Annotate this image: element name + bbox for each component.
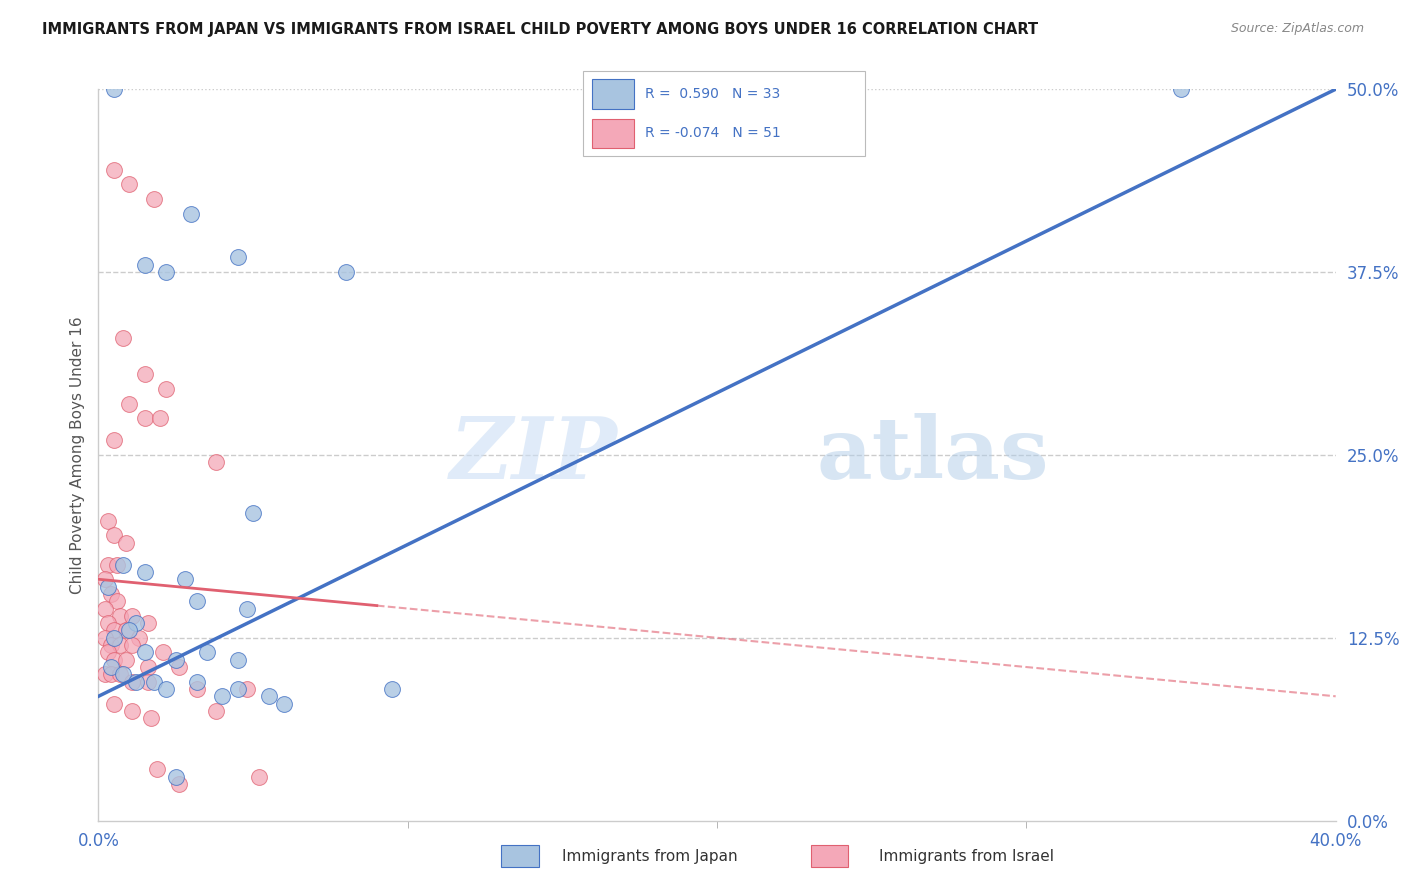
- Point: [155, 265, 177, 279]
- Point: [93, 667, 115, 681]
- Text: ZIP: ZIP: [450, 413, 619, 497]
- Point: [112, 331, 135, 345]
- Point: [149, 411, 172, 425]
- Point: [121, 608, 143, 623]
- Point: [108, 638, 131, 652]
- Point: [136, 616, 159, 631]
- Point: [134, 258, 156, 272]
- Point: [100, 667, 122, 681]
- Point: [115, 624, 138, 638]
- Point: [167, 777, 190, 791]
- Point: [186, 594, 208, 608]
- Point: [93, 631, 115, 645]
- Point: [118, 178, 141, 192]
- Point: [93, 601, 115, 615]
- Point: [103, 82, 125, 96]
- FancyBboxPatch shape: [811, 846, 848, 867]
- Point: [257, 690, 280, 704]
- Point: [167, 660, 190, 674]
- Point: [121, 674, 143, 689]
- Point: [128, 631, 150, 645]
- Text: atlas: atlas: [815, 413, 1049, 497]
- Point: [155, 681, 177, 696]
- Point: [103, 162, 125, 177]
- Point: [97, 616, 120, 631]
- Point: [105, 558, 128, 572]
- Point: [97, 645, 120, 659]
- Point: [174, 572, 197, 586]
- Point: [124, 616, 146, 631]
- Point: [115, 535, 138, 549]
- Point: [143, 192, 166, 206]
- Point: [103, 653, 125, 667]
- Point: [112, 558, 135, 572]
- Point: [93, 572, 115, 586]
- Point: [121, 704, 143, 718]
- Point: [226, 681, 249, 696]
- FancyBboxPatch shape: [502, 846, 538, 867]
- Point: [103, 528, 125, 542]
- Point: [118, 624, 141, 638]
- Point: [121, 638, 143, 652]
- Point: [335, 265, 357, 279]
- Point: [186, 674, 208, 689]
- Point: [134, 411, 156, 425]
- Point: [236, 601, 259, 615]
- Point: [108, 667, 131, 681]
- Point: [139, 711, 162, 725]
- Point: [103, 631, 125, 645]
- Point: [247, 770, 270, 784]
- FancyBboxPatch shape: [592, 119, 634, 148]
- Point: [103, 624, 125, 638]
- Point: [100, 587, 122, 601]
- Point: [205, 455, 228, 469]
- Text: Immigrants from Japan: Immigrants from Japan: [562, 849, 738, 863]
- Point: [103, 697, 125, 711]
- Point: [97, 514, 120, 528]
- Point: [143, 674, 166, 689]
- Point: [97, 580, 120, 594]
- Point: [115, 653, 138, 667]
- Point: [112, 667, 135, 681]
- Point: [136, 660, 159, 674]
- Point: [205, 704, 228, 718]
- Point: [152, 645, 174, 659]
- Point: [186, 681, 208, 696]
- Point: [103, 434, 125, 448]
- Point: [273, 697, 295, 711]
- Point: [136, 674, 159, 689]
- Text: R =  0.590   N = 33: R = 0.590 N = 33: [645, 87, 780, 101]
- Point: [118, 397, 141, 411]
- Point: [381, 681, 404, 696]
- Point: [105, 594, 128, 608]
- Point: [165, 653, 187, 667]
- FancyBboxPatch shape: [592, 79, 634, 109]
- Point: [100, 660, 122, 674]
- Point: [134, 368, 156, 382]
- Point: [1170, 82, 1192, 96]
- Point: [100, 638, 122, 652]
- Point: [236, 681, 259, 696]
- Point: [226, 251, 249, 265]
- Point: [124, 674, 146, 689]
- Point: [134, 645, 156, 659]
- Text: R = -0.074   N = 51: R = -0.074 N = 51: [645, 127, 782, 140]
- Point: [242, 507, 264, 521]
- Point: [195, 645, 218, 659]
- Point: [180, 206, 202, 220]
- Point: [211, 690, 233, 704]
- Y-axis label: Child Poverty Among Boys Under 16: Child Poverty Among Boys Under 16: [69, 316, 84, 594]
- Text: Source: ZipAtlas.com: Source: ZipAtlas.com: [1230, 22, 1364, 36]
- Point: [108, 608, 131, 623]
- Text: IMMIGRANTS FROM JAPAN VS IMMIGRANTS FROM ISRAEL CHILD POVERTY AMONG BOYS UNDER 1: IMMIGRANTS FROM JAPAN VS IMMIGRANTS FROM…: [42, 22, 1038, 37]
- Point: [146, 763, 169, 777]
- Point: [134, 565, 156, 579]
- Point: [97, 558, 120, 572]
- Point: [226, 653, 249, 667]
- Point: [155, 382, 177, 396]
- FancyBboxPatch shape: [583, 71, 865, 156]
- Point: [165, 770, 187, 784]
- Text: Immigrants from Israel: Immigrants from Israel: [879, 849, 1053, 863]
